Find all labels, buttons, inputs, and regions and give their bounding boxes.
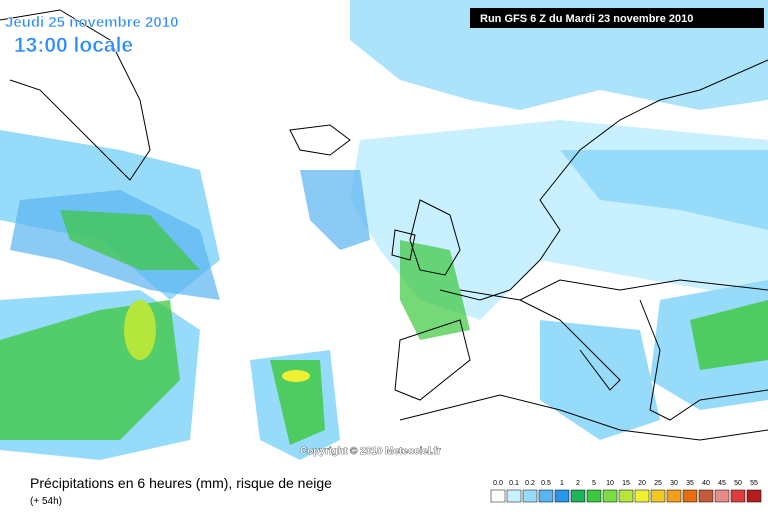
legend-swatch bbox=[698, 489, 714, 503]
legend-swatch bbox=[634, 489, 650, 503]
legend-label: 5 bbox=[592, 480, 596, 487]
legend-label: 25 bbox=[654, 480, 662, 487]
legend: 0.0 0.1 0.2 0.5 1 2 5 10 15 20 25 30 35 40 45 50 55 bbox=[490, 480, 762, 503]
precip bbox=[0, 0, 768, 460]
legend-swatch bbox=[554, 489, 570, 503]
legend-label: 20 bbox=[638, 480, 646, 487]
footer-title: Précipitations en 6 heures (mm), risque … bbox=[30, 475, 332, 491]
legend-swatch bbox=[666, 489, 682, 503]
legend-label: 0.1 bbox=[509, 480, 519, 487]
time: 13:00 locale bbox=[14, 34, 133, 57]
run: Run GFS 6 Z du Mardi 23 novembre 2010 bbox=[480, 13, 693, 25]
run-box bbox=[470, 8, 764, 28]
legend-label: 1 bbox=[560, 480, 564, 487]
date: Jeudi 25 novembre 2010 bbox=[5, 14, 178, 31]
legend-swatch bbox=[506, 489, 522, 503]
legend-swatch bbox=[618, 489, 634, 503]
legend-swatch bbox=[714, 489, 730, 503]
legend-swatch bbox=[650, 489, 666, 503]
legend-label: 35 bbox=[686, 480, 694, 487]
legend-swatch bbox=[490, 489, 506, 503]
legend-swatch bbox=[538, 489, 554, 503]
legend-label: 10 bbox=[606, 480, 614, 487]
footer-lead: (+ 54h) bbox=[30, 496, 62, 507]
legend-swatch bbox=[522, 489, 538, 503]
legend-swatch bbox=[586, 489, 602, 503]
legend-label: 15 bbox=[622, 480, 630, 487]
legend-label: 0.2 bbox=[525, 480, 535, 487]
legend-swatch bbox=[682, 489, 698, 503]
coastlines bbox=[0, 9, 768, 441]
legend-swatch bbox=[730, 489, 746, 503]
legend-swatch bbox=[746, 489, 762, 503]
legend-label: 0.5 bbox=[541, 480, 551, 487]
legend-label: 0.0 bbox=[493, 480, 503, 487]
legend-swatch bbox=[602, 489, 618, 503]
legend-label: 50 bbox=[734, 480, 742, 487]
legend-label: 30 bbox=[670, 480, 678, 487]
legend-label: 55 bbox=[750, 480, 758, 487]
legend-label: 45 bbox=[718, 480, 726, 487]
copyright: Copyright © 2010 Meteociel.fr bbox=[300, 446, 441, 457]
legend-label: 2 bbox=[576, 480, 580, 487]
legend-swatch bbox=[570, 489, 586, 503]
legend-label: 40 bbox=[702, 480, 710, 487]
